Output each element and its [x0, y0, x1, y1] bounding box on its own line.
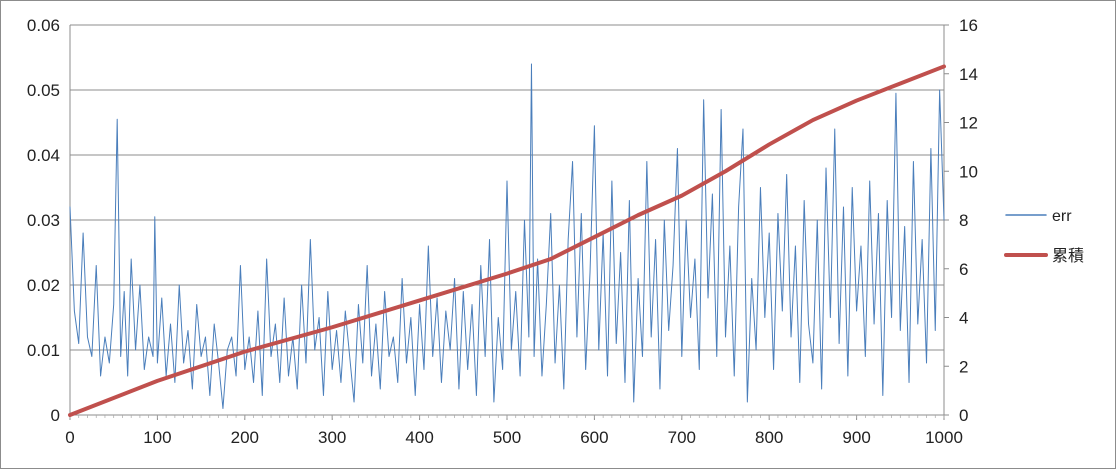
x-tick-label-6: 600 — [580, 428, 608, 447]
y-right-tick-label-7: 14 — [959, 65, 978, 84]
y-left-tick-label-0: 0 — [51, 406, 60, 425]
x-tick-label-8: 800 — [755, 428, 783, 447]
series-err — [69, 63, 945, 409]
y-right-tick-label-0: 0 — [959, 406, 968, 425]
y-right-tick-label-8: 16 — [959, 16, 978, 35]
x-tick-label-1: 100 — [143, 428, 171, 447]
x-tick-label-7: 700 — [668, 428, 696, 447]
y-right-tick-label-3: 6 — [959, 260, 968, 279]
series-cumulative — [68, 64, 946, 417]
y-right-tick-label-1: 2 — [959, 357, 968, 376]
x-tick-label-2: 200 — [231, 428, 259, 447]
y-right-tick-label-4: 8 — [959, 211, 968, 230]
x-tick-label-10: 1000 — [925, 428, 963, 447]
y-right-tick-label-6: 12 — [959, 114, 978, 133]
y-left-tick-label-2: 0.02 — [27, 276, 60, 295]
legend-label-1: 累積 — [1052, 247, 1084, 265]
y-left-tick-label-5: 0.05 — [27, 81, 60, 100]
series-line-0 — [69, 63, 945, 409]
x-tick-label-3: 300 — [318, 428, 346, 447]
y-left-tick-label-1: 0.01 — [27, 341, 60, 360]
x-tick-label-4: 400 — [405, 428, 433, 447]
y-left-tick-label-6: 0.06 — [27, 16, 60, 35]
y-right-tick-label-5: 10 — [959, 162, 978, 181]
x-tick-label-9: 900 — [842, 428, 870, 447]
y-left-tick-label-4: 0.04 — [27, 146, 60, 165]
y-left-tick-label-3: 0.03 — [27, 211, 60, 230]
x-tick-label-0: 0 — [65, 428, 74, 447]
legend: err 累積 — [1004, 208, 1084, 265]
x-tick-label-5: 500 — [493, 428, 521, 447]
axes: 0 0.01 0.02 0.03 0.04 0.05 0.06 0 2 4 6 8 10 12 14 16 0 1… — [27, 16, 978, 447]
y-right-tick-label-2: 4 — [959, 309, 968, 328]
series-line-1 — [68, 64, 946, 417]
legend-label-0: err — [1052, 208, 1072, 225]
